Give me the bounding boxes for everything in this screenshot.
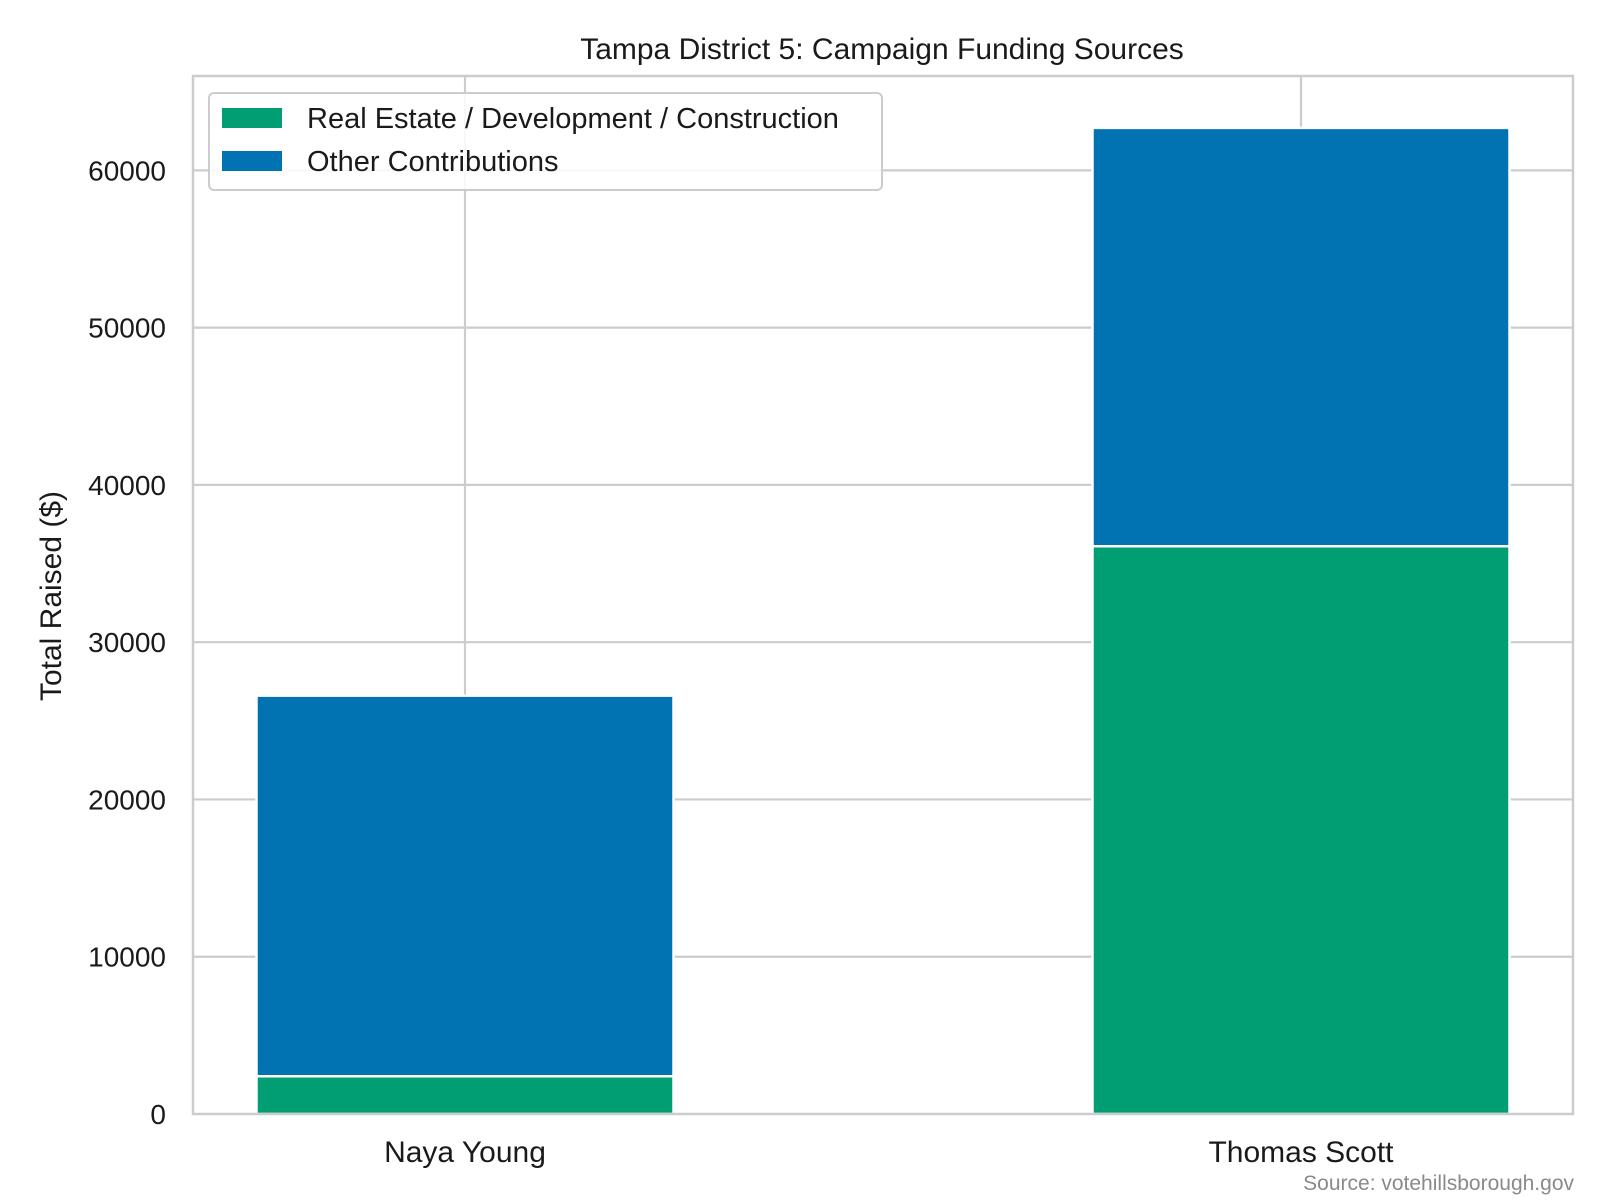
y-tick-label: 60000 (88, 155, 166, 186)
y-tick-label: 40000 (88, 470, 166, 501)
bars (255, 126, 1511, 1116)
y-tick-label: 50000 (88, 313, 166, 344)
y-tick-labels: 0 10000 20000 30000 40000 50000 60000 (88, 155, 166, 1130)
y-tick-label: 10000 (88, 942, 166, 973)
legend-box (208, 92, 883, 191)
legend-swatch (222, 151, 282, 171)
y-tick-label: 30000 (88, 627, 166, 658)
plot-frame (191, 74, 1575, 1116)
y-axis-label: Total Raised ($) (35, 491, 68, 701)
legend-label: Other Contributions (307, 146, 558, 178)
chart-title: Tampa District 5: Campaign Funding Sourc… (580, 33, 1184, 66)
legend-swatch (222, 108, 282, 128)
source-note: Source: votehillsborough.gov (1303, 1172, 1574, 1195)
bar-segment-other-2 (1091, 126, 1511, 548)
x-tick-label: Thomas Scott (1208, 1136, 1394, 1169)
legend: Real Estate / Development / Construction… (208, 92, 883, 191)
y-tick-label: 0 (150, 1099, 166, 1130)
bar-segment-real-estate-2 (1091, 544, 1511, 1116)
legend-label: Real Estate / Development / Construction (307, 103, 839, 135)
x-tick-label: Naya Young (384, 1136, 546, 1169)
bar-segment-other-1 (255, 694, 675, 1078)
bar-segment-real-estate-1 (255, 1075, 675, 1116)
y-tick-label: 20000 (88, 784, 166, 815)
x-tick-labels: Naya Young Thomas Scott (384, 1136, 1394, 1169)
